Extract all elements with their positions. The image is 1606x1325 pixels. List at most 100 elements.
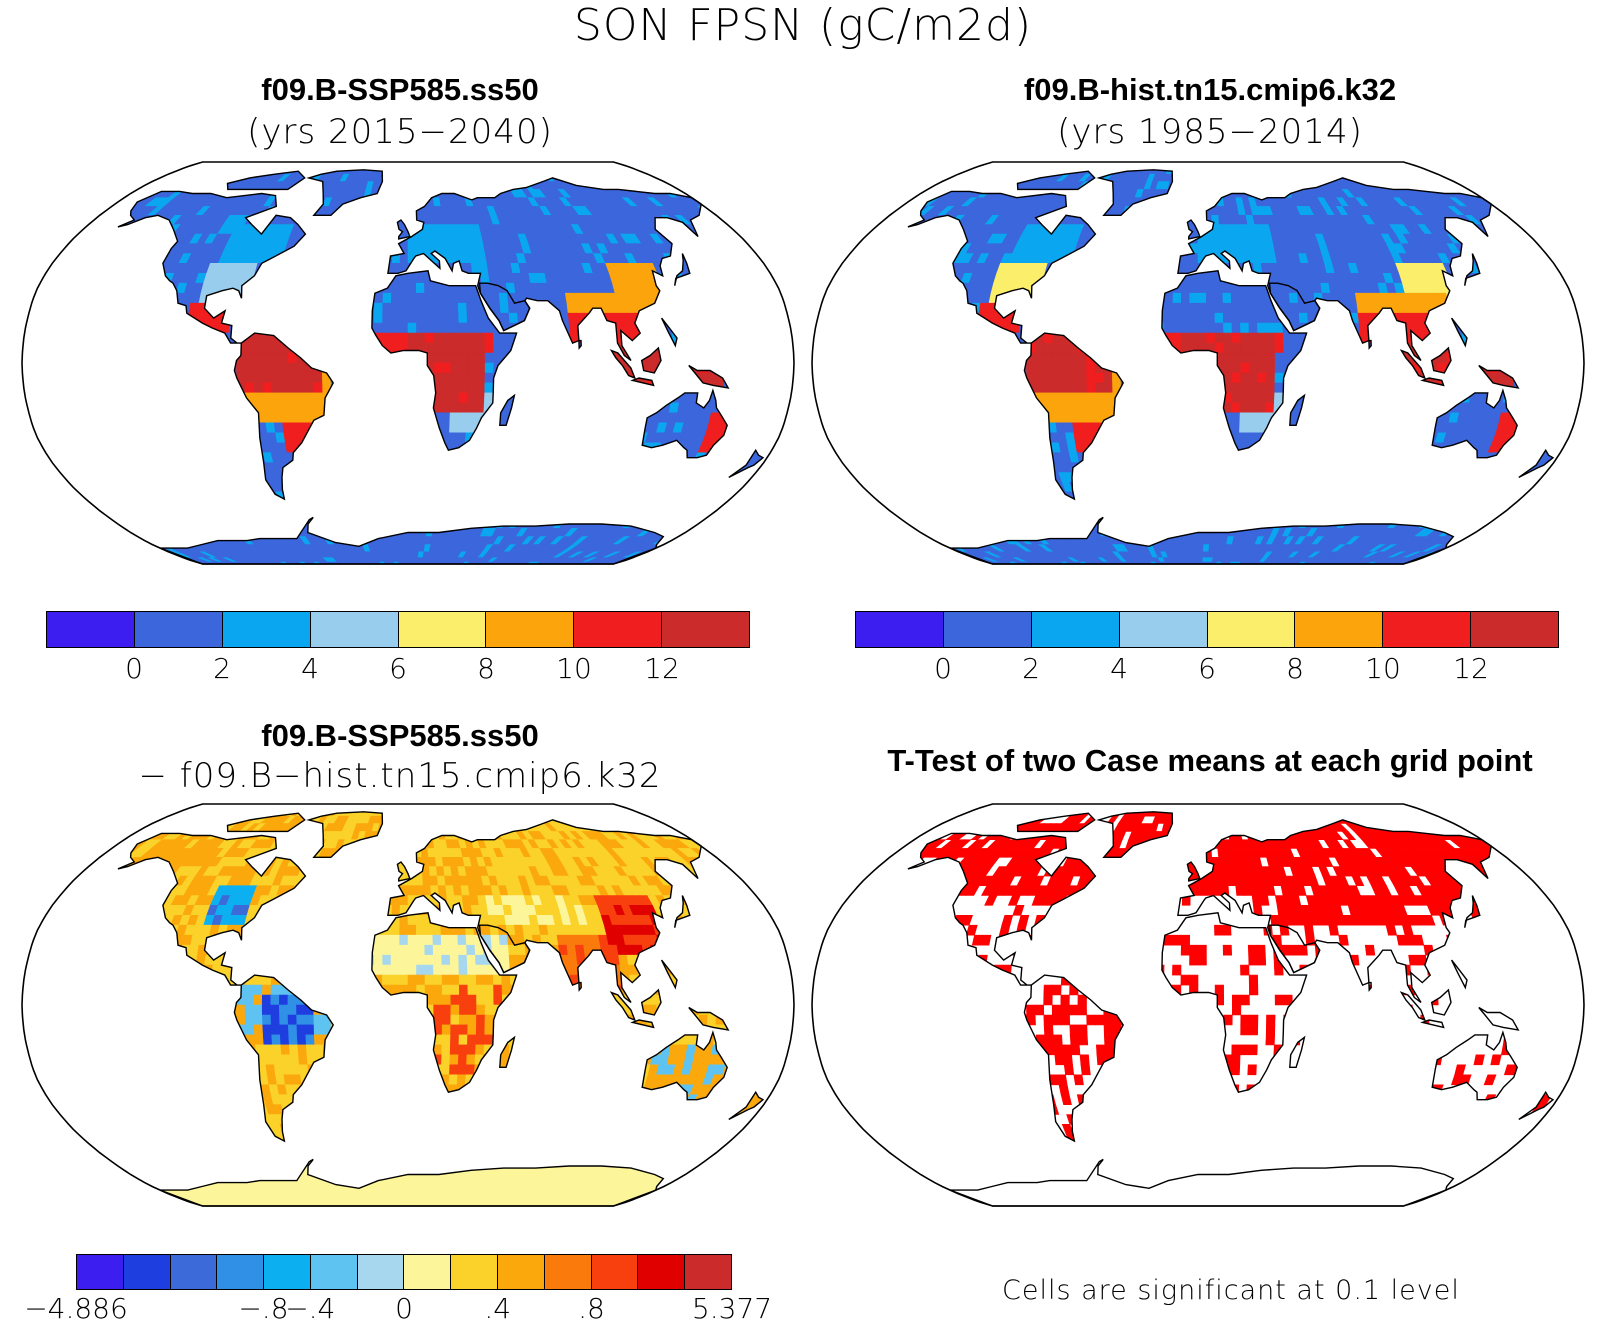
map-border xyxy=(811,803,1585,1207)
colorbar-tick-label: −4.886 xyxy=(24,1292,128,1325)
cbar2-swatch xyxy=(856,612,944,647)
cbar1-swatch xyxy=(574,612,663,647)
coastline-eurasia xyxy=(1177,177,1492,362)
coastline-borneo xyxy=(640,346,662,374)
colorbar-hist xyxy=(855,611,1559,648)
coastline-arabia xyxy=(1268,924,1321,974)
coastline-japan xyxy=(1464,253,1481,286)
coastline-borneo xyxy=(1430,346,1452,374)
colorbar-tick-label: 10 xyxy=(1365,652,1401,685)
cbar3-swatch xyxy=(77,1255,124,1289)
colorbar-tick-label: 12 xyxy=(644,652,680,685)
colorbar-tick-label: −.8 xyxy=(238,1292,289,1325)
colorbar-tick-label: −.4 xyxy=(285,1292,336,1325)
panel-1-title: f09.B-SSP585.ss50 xyxy=(261,72,539,107)
cbar3-swatch xyxy=(451,1255,499,1289)
map-border xyxy=(811,161,1585,565)
coastline-madagascar xyxy=(1289,393,1306,426)
coastline-southAmerica xyxy=(233,974,335,1143)
coastline-africa xyxy=(1161,270,1308,452)
cbar1-swatch xyxy=(662,612,749,647)
coastline-newZealand xyxy=(728,1090,765,1121)
map-ocean xyxy=(812,162,1584,564)
coastline-borneo xyxy=(640,988,662,1016)
coastline-arabia xyxy=(1268,282,1321,332)
cbar2-swatch xyxy=(943,612,1032,647)
cbar2-swatch xyxy=(1383,612,1472,647)
cbar2-swatch xyxy=(1119,612,1208,647)
cbar3-swatch xyxy=(685,1255,731,1289)
cbar3-swatch xyxy=(357,1255,405,1289)
panel-3-title: f09.B-SSP585.ss50 xyxy=(261,718,539,753)
colorbar-tick-label: .8 xyxy=(578,1292,605,1325)
cbar3-swatch xyxy=(123,1255,171,1289)
coastline-madagascar xyxy=(499,393,516,426)
colorbar-tick-label: 10 xyxy=(556,652,592,685)
panel-3-subtitle: − f09.B−hist.tn15.cmip6.k32 xyxy=(138,756,662,796)
coastline-philippines xyxy=(660,317,678,348)
panel-1-subtitle: (yrs 2015−2040) xyxy=(247,112,553,152)
coastline-newGuinea xyxy=(1478,1006,1520,1031)
map-panel-ssp585 xyxy=(21,161,795,565)
coastline-newZealand xyxy=(728,448,765,479)
coastline-indonesia2 xyxy=(1420,377,1445,387)
panel-2-title: f09.B-hist.tn15.cmip6.k32 xyxy=(1023,72,1397,107)
coastline-arabia xyxy=(478,282,531,332)
coastline-eurasia xyxy=(387,819,702,1004)
cbar1-swatch xyxy=(398,612,487,647)
colorbar-tick-label: 2 xyxy=(213,652,231,685)
cbar1-swatch xyxy=(310,612,399,647)
coastline-australia xyxy=(641,1030,728,1101)
coastline-arabia xyxy=(478,924,531,974)
map-border xyxy=(21,161,795,565)
coastline-philippines xyxy=(1450,959,1468,990)
coastline-newGuinea xyxy=(688,364,730,389)
map-panel-ttest xyxy=(811,803,1585,1207)
coastline-africa xyxy=(1161,912,1308,1094)
significance-note: Cells are significant at 0.1 level xyxy=(1002,1275,1460,1306)
coastline-australia xyxy=(1431,1030,1518,1101)
coastline-philippines xyxy=(660,959,678,990)
coastline-greenland xyxy=(1096,169,1174,216)
coastline-sriLanka xyxy=(1368,339,1372,350)
coastline-southAmerica xyxy=(1023,332,1125,501)
coastline-borneo xyxy=(1430,988,1452,1016)
coastline-sriLanka xyxy=(578,339,582,350)
map-ocean xyxy=(22,804,794,1206)
cbar1-swatch xyxy=(222,612,311,647)
map-ocean xyxy=(22,162,794,564)
coastline-africa xyxy=(371,270,518,452)
colorbar-tick-label: 0 xyxy=(934,652,952,685)
coastline-antarctica xyxy=(949,516,1455,565)
coastline-indonesia1 xyxy=(1399,349,1427,380)
coastline-greenland xyxy=(306,169,384,216)
cbar1-swatch xyxy=(134,612,223,647)
panel-2-subtitle: (yrs 1985−2014) xyxy=(1057,112,1363,152)
coastline-eurasia xyxy=(1177,819,1492,1004)
map-border xyxy=(21,803,795,1207)
coastline-africa xyxy=(371,912,518,1094)
coastline-canadaIslands xyxy=(226,812,306,833)
coastline-uk xyxy=(396,219,411,240)
coastline-southAmerica xyxy=(1023,974,1125,1143)
colorbar-tick-label: 0 xyxy=(125,652,143,685)
coastline-australia xyxy=(1431,388,1518,459)
coastline-japan xyxy=(1464,895,1481,928)
cbar2-swatch xyxy=(1471,612,1558,647)
colorbar-tick-label: 8 xyxy=(1286,652,1304,685)
coastline-australia xyxy=(641,388,728,459)
coastline-indonesia2 xyxy=(630,1019,655,1029)
map-panel-hist xyxy=(811,161,1585,565)
cbar2-swatch xyxy=(1295,612,1384,647)
coastline-eurasia xyxy=(387,177,702,362)
colorbar-tick-label: 4 xyxy=(1110,652,1128,685)
cbar3-swatch xyxy=(404,1255,452,1289)
coastline-greenland xyxy=(306,811,384,858)
coastline-newZealand xyxy=(1518,448,1555,479)
cbar2-swatch xyxy=(1031,612,1120,647)
coastline-newGuinea xyxy=(688,1006,730,1031)
cbar3-swatch xyxy=(498,1255,545,1289)
coastline-antarctica xyxy=(949,1158,1455,1207)
coastline-sriLanka xyxy=(578,981,582,992)
coastline-newGuinea xyxy=(1478,364,1520,389)
